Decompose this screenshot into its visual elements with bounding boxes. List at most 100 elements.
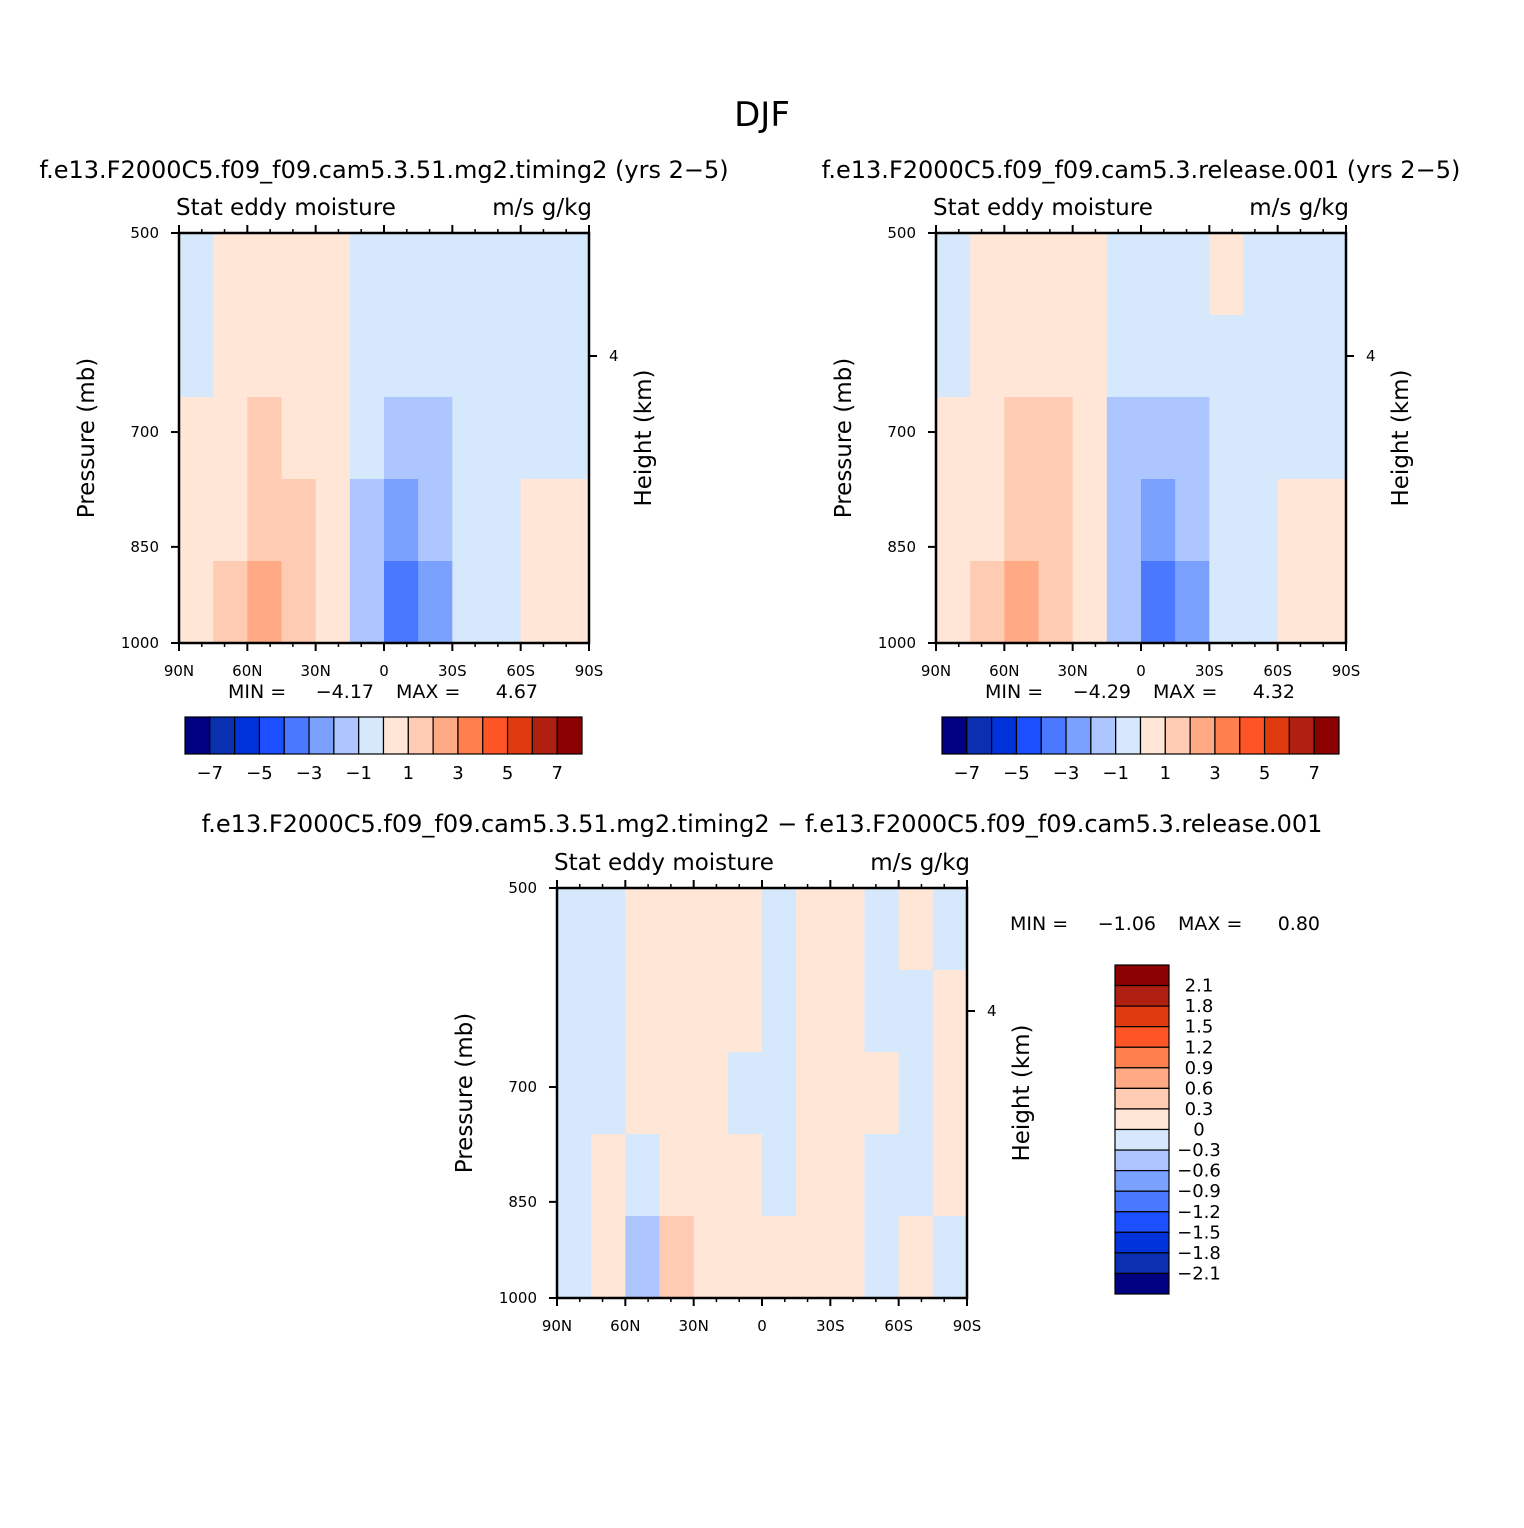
colorbar-box [531, 716, 558, 755]
y-tick-label: 1000 [121, 634, 159, 652]
field-cell [970, 397, 1005, 480]
field-cell [693, 970, 729, 1053]
colorbar-box [1239, 716, 1266, 755]
x-tick-label: 90N [542, 1317, 572, 1335]
field-cell [932, 1134, 968, 1217]
field-cell [486, 315, 522, 398]
colorbar-box [966, 716, 993, 755]
colorbar-label: 0.9 [1185, 1058, 1214, 1079]
field-cell [418, 397, 453, 480]
colorbar-box [258, 716, 285, 755]
min-label: MIN = [1010, 913, 1068, 935]
colorbar-label: 5 [502, 763, 513, 784]
colorbar-box [1114, 1108, 1170, 1131]
panel-subtitle-left: Stat eddy moisture [554, 850, 774, 876]
field-cell [247, 397, 283, 480]
field-cell [693, 1052, 729, 1135]
field-cell [1004, 561, 1040, 644]
field-cell [1311, 315, 1347, 398]
field-cell [349, 397, 385, 480]
min-value: −1.06 [1098, 913, 1156, 935]
field-cell [1141, 233, 1176, 316]
field-cell [1038, 479, 1074, 562]
field-cell [1141, 397, 1176, 480]
field-cell [1004, 397, 1040, 480]
field-cell [1277, 315, 1313, 398]
field-cell [1175, 397, 1210, 480]
colorbar-box [1114, 1005, 1170, 1028]
colorbar-box [1114, 1067, 1170, 1089]
colorbar-box [1114, 964, 1170, 987]
field-cell [1311, 479, 1347, 562]
y-tick-label: 850 [508, 1193, 537, 1211]
y-tick-label: 700 [508, 1078, 537, 1096]
field-cell [898, 970, 934, 1053]
colorbar-label: −7 [954, 763, 981, 784]
x-tick-label: 30N [301, 662, 331, 680]
field-cell [659, 970, 695, 1053]
x-tick-label: 90S [575, 662, 604, 680]
field-cell [970, 315, 1005, 398]
field-cell [1243, 315, 1279, 398]
field-cell [625, 1216, 661, 1299]
field-cell [693, 1134, 729, 1217]
field-cell [659, 1134, 695, 1217]
field-cell [1243, 397, 1279, 480]
colorbar-box [506, 716, 533, 755]
field-cell [1277, 561, 1313, 644]
x-tick-label: 90S [953, 1317, 982, 1335]
field-cell [898, 1216, 934, 1299]
field-cell [520, 397, 556, 480]
colorbar-label: −1.5 [1177, 1222, 1221, 1243]
panel-subtitle-left: Stat eddy moisture [933, 195, 1153, 221]
field-cell [452, 397, 488, 480]
y-tick-label: 500 [130, 224, 159, 242]
field-cell [936, 315, 971, 398]
field-cell [349, 315, 385, 398]
colorbar-box [432, 716, 459, 755]
panels: f.e13.F2000C5.f09_f09.cam5.3.51.mg2.timi… [39, 156, 1460, 1335]
colorbar-box [1114, 1190, 1170, 1213]
field-cell [693, 1216, 729, 1299]
colorbar-box [1114, 1211, 1170, 1233]
field-cell [898, 888, 934, 971]
x-tick-label: 30N [679, 1317, 709, 1335]
field-cell [520, 315, 556, 398]
field-cell [213, 233, 248, 316]
height-tick-label: 4 [987, 1002, 997, 1020]
x-tick-label: 0 [379, 662, 389, 680]
field-cell [1141, 315, 1176, 398]
field-cell [315, 233, 351, 316]
colorbar-box [1114, 984, 1170, 1007]
field-cell [1072, 561, 1108, 644]
field-cell [213, 397, 248, 480]
colorbar-label: −3 [1053, 763, 1080, 784]
field-cell [1106, 315, 1142, 398]
chart-panel-2: f.e13.F2000C5.f09_f09.cam5.3.release.001… [822, 156, 1461, 784]
field-cell [554, 561, 590, 644]
x-tick-label: 60S [884, 1317, 913, 1335]
min-value: −4.17 [316, 681, 374, 703]
field-cell [554, 315, 590, 398]
colorbar-box [1114, 1170, 1170, 1192]
colorbar-box [1115, 716, 1142, 755]
field-cell [1311, 561, 1347, 644]
field-cell [1072, 479, 1108, 562]
colorbar-box [1114, 1128, 1170, 1151]
field-cell [591, 1216, 626, 1299]
field-cell [315, 315, 351, 398]
field-cell [281, 479, 317, 562]
field-cell [1175, 479, 1210, 562]
colorbar-label: 1.8 [1185, 996, 1214, 1017]
y-axis-right-title: Height (km) [1009, 1024, 1035, 1161]
field-cell [796, 970, 831, 1053]
field-cell [1038, 233, 1074, 316]
field-cell [864, 970, 900, 1053]
field-cell [1106, 479, 1142, 562]
field-cell [1072, 233, 1108, 316]
field-cell [1175, 233, 1210, 316]
field-cell [796, 1216, 831, 1299]
field-cell [1277, 397, 1313, 480]
field-cell [1141, 479, 1176, 562]
field-cell [557, 1052, 592, 1135]
